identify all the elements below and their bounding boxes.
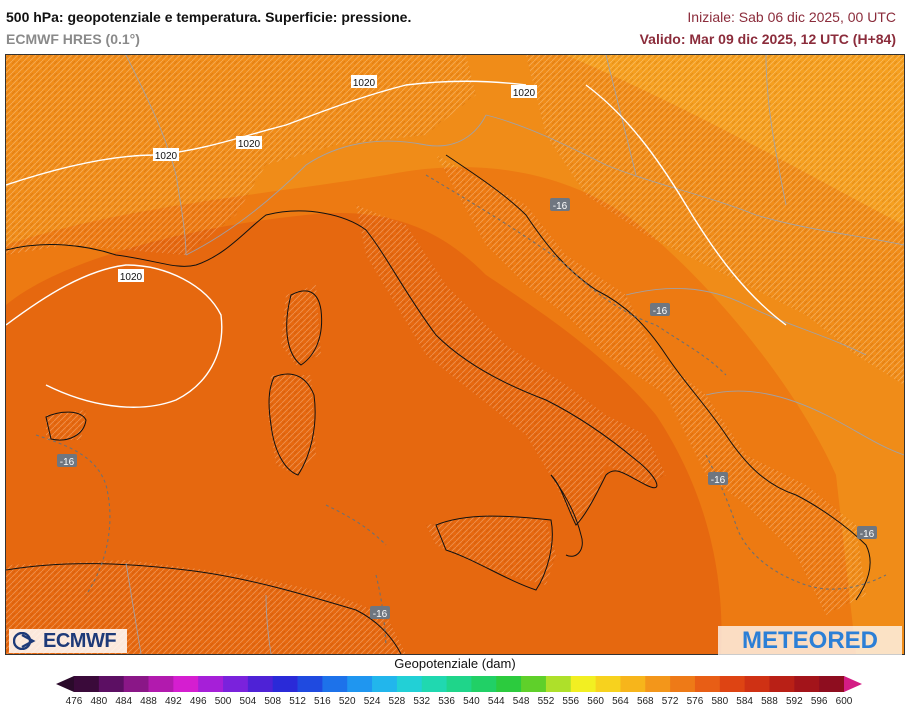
colorbar-swatch [545,676,572,692]
colorbar-swatch [198,676,224,692]
colorbar-swatch [620,676,646,692]
colorbar-swatch [794,676,820,692]
colorbar-swatch [247,676,274,692]
ecmwf-logo: ECMWF [9,629,127,653]
colorbar-tick-label: 580 [711,696,729,707]
colorbar-tick-label: 552 [537,696,555,707]
colorbar-swatch [496,676,522,692]
colorbar-swatch [223,676,249,692]
isobars [6,80,787,408]
colorbar-tick-label: 556 [562,696,580,707]
colorbar-tick-label: 484 [115,696,133,707]
colorbar-tick-label: 576 [686,696,704,707]
colorbar-swatch [98,676,125,692]
colorbar-tick-label: 540 [463,696,480,707]
isobar-label-group: 1020 1020 1020 1020 1020 [118,75,537,283]
colorbar-swatch [173,676,199,692]
isobar-label: 1020 [513,88,536,99]
colorbar-tick-label: 504 [239,696,257,707]
map-svg: 1020 1020 1020 1020 1020 -16 -16 -16 -16… [6,55,904,654]
colorbar-tick-label: 596 [810,696,828,707]
colorbar-tick-label: 532 [413,696,431,707]
model-name: ECMWF HRES (0.1°) [6,31,140,47]
colorbar-tick-label: 600 [835,696,853,707]
colorbar-tick-label: 516 [314,696,331,707]
chart-title: 500 hPa: geopotenziale e temperatura. Su… [6,9,412,25]
colorbar-extend-low [56,676,74,692]
isotherm-label: -16 [60,457,75,468]
colorbar-swatch [595,676,621,692]
colorbar-swatch [272,676,298,692]
colorbar-swatch [297,676,323,692]
colorbar-swatch [694,676,721,692]
init-time: Iniziale: Sab 06 dic 2025, 00 UTC [687,9,896,25]
colorbar-tick-label: 564 [612,696,629,707]
land-relief [6,55,904,654]
isobar-label: 1020 [353,78,376,89]
coastlines [6,154,871,654]
colorbar-swatch [719,676,746,692]
colorbar-tick-label: 528 [388,696,406,707]
colorbar-title: Geopotenziale (dam) [394,656,516,671]
isobar-label: 1020 [238,139,261,150]
colorbar [56,676,862,692]
ecmwf-logo-text: ECMWF [43,629,117,652]
colorbar-swatch [421,676,447,692]
colorbar-tick-label: 488 [140,696,157,707]
isotherm-label: -16 [373,609,388,620]
ecmwf-globe-icon [13,632,36,650]
meteored-logo: METEORED [718,626,902,656]
colorbar-swatch [347,676,373,692]
colorbar-swatch [570,676,597,692]
colorbar-tick-label: 560 [587,696,604,707]
colorbar-swatch [744,676,770,692]
colorbar-tick-label: 548 [512,696,530,707]
colorbar-tick-label: 584 [736,696,753,707]
colorbar-tick-label: 512 [289,696,306,707]
isotherm-label: -16 [860,529,875,540]
colorbar-swatch [446,676,472,692]
colorbar-swatch [670,676,696,692]
colorbar-tick-label: 500 [214,696,232,707]
colorbar-tick-label: 496 [189,696,207,707]
colorbar-tick-label: 524 [363,696,381,707]
colorbar-swatch [521,676,547,692]
borders [125,55,904,654]
isotherm-label: -16 [653,306,668,317]
colorbar-swatch [322,676,348,692]
colorbar-tick-label: 544 [487,696,505,707]
isotherm-label: -16 [711,475,726,486]
colorbar-extend-high [844,676,862,692]
colorbar-swatch [645,676,671,692]
colorbar-tick-label: 480 [90,696,108,707]
isotherm-label-group: -16 -16 -16 -16 -16 -16 [57,198,877,620]
weather-map[interactable]: 1020 1020 1020 1020 1020 -16 -16 -16 -16… [5,54,905,655]
colorbar-tick-label: 520 [338,696,356,707]
valid-time: Valido: Mar 09 dic 2025, 12 UTC (H+84) [639,31,896,47]
isobar-label: 1020 [155,151,178,162]
colorbar-swatch [372,676,398,692]
colorbar-swatch [819,676,845,692]
colorbar-swatch [769,676,795,692]
colorbar-tick-label: 572 [661,696,679,707]
colorbar-swatch [123,676,149,692]
isobar-label: 1020 [120,272,143,283]
colorbar-tick-label: 592 [785,696,803,707]
colorbar-tick-label: 588 [761,696,778,707]
colorbar-tick-label: 492 [165,696,182,707]
colorbar-tick-label: 568 [636,696,654,707]
meteored-logo-text: METEORED [741,627,878,654]
colorbar-tick-label: 508 [264,696,282,707]
colorbar-tick-label: 536 [438,696,455,707]
colorbar-swatch [148,676,174,692]
colorbar-swatch [396,676,423,692]
colorbar-tick-label: 476 [65,696,83,707]
colorbar-swatch [74,676,100,692]
colorbar-swatch [471,676,497,692]
isotherm-label: -16 [553,201,568,212]
